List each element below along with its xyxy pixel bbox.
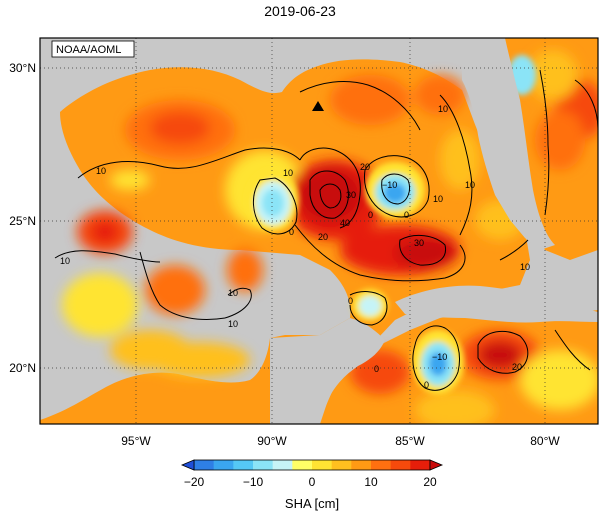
colorbar-tick-label: 0 bbox=[309, 475, 316, 489]
contour-label: 0 bbox=[368, 210, 373, 220]
colorbar-tick-label: 20 bbox=[423, 475, 437, 489]
lon-axis-labels: 95°W 90°W 85°W 80°W bbox=[121, 434, 560, 448]
contour-label: 20 bbox=[360, 162, 370, 172]
map-title: 2019-06-23 bbox=[264, 3, 336, 19]
lon-label: 80°W bbox=[530, 434, 560, 448]
contour-label: 10 bbox=[433, 194, 443, 204]
contour-label: 40 bbox=[340, 218, 350, 228]
lon-label: 85°W bbox=[395, 434, 425, 448]
yucatan bbox=[270, 318, 385, 424]
contour-label: 0 bbox=[374, 364, 379, 374]
contour-label: 0 bbox=[404, 210, 409, 220]
contour-label: 10 bbox=[96, 166, 106, 176]
contour-label: 10 bbox=[228, 319, 238, 329]
lat-label: 25°N bbox=[9, 214, 36, 228]
contour-label-group: 10 10 10 10 10 10 10 20 30 40 0 −10 0 0 … bbox=[60, 104, 530, 390]
contour-label: −10 bbox=[382, 180, 397, 190]
colorbar-cell bbox=[292, 460, 313, 470]
colorbar-cell bbox=[312, 460, 333, 470]
colorbar-cell bbox=[351, 460, 372, 470]
colorbar-cell bbox=[371, 460, 392, 470]
contour-label: 10 bbox=[465, 180, 475, 190]
colorbar: −20 −10 0 10 20 SHA [cm] bbox=[180, 459, 444, 511]
contour-label: 10 bbox=[228, 288, 238, 298]
contour-label: 10 bbox=[520, 262, 530, 272]
contour-label: −10 bbox=[432, 352, 447, 362]
colorbar-cell bbox=[233, 460, 254, 470]
lon-label: 95°W bbox=[121, 434, 151, 448]
contour-label: 10 bbox=[283, 168, 293, 178]
colorbar-cell bbox=[194, 460, 215, 470]
florida-peninsula bbox=[462, 38, 555, 250]
buoy-triangle-icon bbox=[312, 101, 324, 111]
colorbar-cell bbox=[410, 460, 431, 470]
contour-label: 0 bbox=[289, 227, 294, 237]
contour-label: 20 bbox=[318, 232, 328, 242]
contour-label: 20 bbox=[512, 362, 522, 372]
contour-label: 30 bbox=[346, 190, 356, 200]
anomaly-field bbox=[62, 50, 598, 424]
credit-box bbox=[51, 40, 135, 58]
colorbar-tick-label: −10 bbox=[243, 475, 264, 489]
lat-label: 30°N bbox=[9, 61, 36, 75]
lon-label: 90°W bbox=[257, 434, 287, 448]
colorbar-left-arrow bbox=[180, 459, 195, 471]
colorbar-cell bbox=[253, 460, 274, 470]
lat-axis-labels: 30°N 25°N 20°N bbox=[9, 61, 36, 375]
colorbar-tick-label: −20 bbox=[184, 475, 205, 489]
contour-label: 10 bbox=[438, 104, 448, 114]
colorbar-right-arrow bbox=[429, 459, 444, 471]
credit-label: NOAA/AOML bbox=[56, 44, 121, 56]
map-frame bbox=[39, 37, 599, 425]
cuba bbox=[395, 285, 598, 323]
colorbar-cell bbox=[331, 460, 352, 470]
colorbar-cell bbox=[390, 460, 411, 470]
map-area: 10 10 10 10 10 10 10 20 30 40 0 −10 0 0 … bbox=[40, 38, 598, 424]
colorbar-cell bbox=[272, 460, 293, 470]
contour-label: 10 bbox=[60, 256, 70, 266]
colorbar-cell bbox=[213, 460, 234, 470]
colorbar-title: SHA [cm] bbox=[285, 496, 339, 511]
lat-label: 20°N bbox=[9, 361, 36, 375]
colorbar-tick-label: 10 bbox=[364, 475, 378, 489]
contour-label: 30 bbox=[414, 238, 424, 248]
contour-label: 0 bbox=[424, 380, 429, 390]
contour-label: 0 bbox=[348, 296, 353, 306]
cold-eddies bbox=[247, 55, 536, 394]
contour-lines bbox=[54, 69, 598, 391]
colorbar-cells bbox=[194, 460, 431, 470]
